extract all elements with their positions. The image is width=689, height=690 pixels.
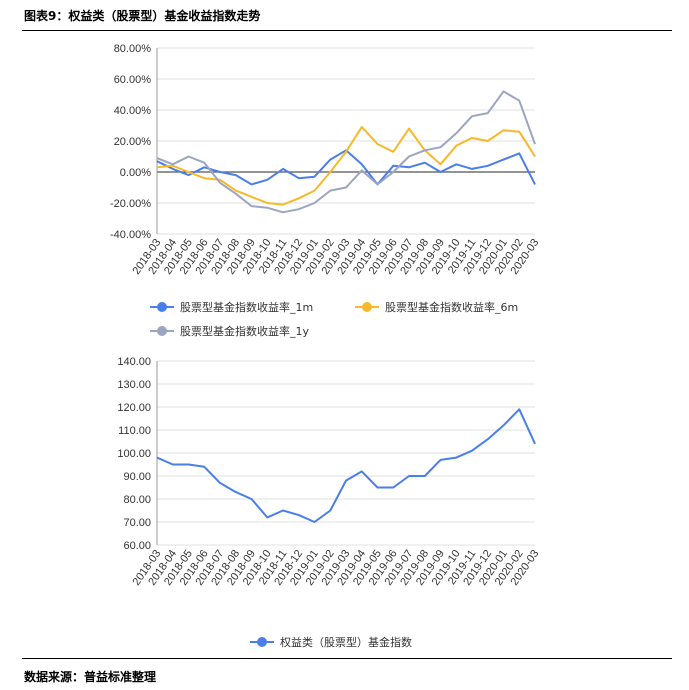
legend-returns: 股票型基金指数收益率_1m 股票型基金指数收益率_6m 股票型基金指数收益率_1y [150,300,518,338]
y-tick-label: 20.00% [114,136,152,148]
figure-title: 图表9：权益类（股票型）基金收益指数走势 [24,9,261,23]
legend-marker [157,326,167,336]
legend-label: 权益类（股票型）基金指数 [280,635,412,649]
y-tick-label: 80.00 [123,494,151,506]
bottom-rule [22,658,672,659]
y-tick-label: 100.00 [117,448,151,460]
legend-label: 股票型基金指数收益率_1m [180,300,313,314]
legend-label: 股票型基金指数收益率_6m [385,300,518,314]
y-tick-label: 60.00 [123,540,151,552]
series-line [156,126,536,206]
y-tick-label: 120.00 [117,402,151,414]
y-tick-label: 90.00 [123,471,151,483]
y-tick-label: 70.00 [123,517,151,529]
y-tick-label: -20.00% [110,198,151,210]
y-tick-label: 130.00 [117,379,151,391]
legend-marker [362,302,372,312]
y-tick-label: 80.00% [114,43,152,55]
y-tick-label: 60.00% [114,74,152,86]
legend-marker [157,302,167,312]
y-tick-label: 40.00% [114,105,152,117]
chart-index: 140.00 130.00 120.00 110.00 100.00 90.00 80.00… [117,356,541,588]
y-tick-label: 140.00 [117,356,151,368]
legend-marker [257,637,267,647]
series-line [156,90,536,214]
top-rule [22,30,672,31]
y-tick-label: -40.00% [110,229,151,241]
series-line [156,408,536,523]
legend-label: 股票型基金指数收益率_1y [180,324,309,338]
y-tick-label: 110.00 [118,425,151,437]
legend-index: 权益类（股票型）基金指数 [250,635,412,649]
chart-returns: 80.00% 60.00% 40.00% 20.00% 0.00% -20.00% -40.… [110,43,541,277]
y-tick-label: 0.00% [120,167,151,179]
source-note: 数据来源：普益标准整理 [24,670,157,684]
